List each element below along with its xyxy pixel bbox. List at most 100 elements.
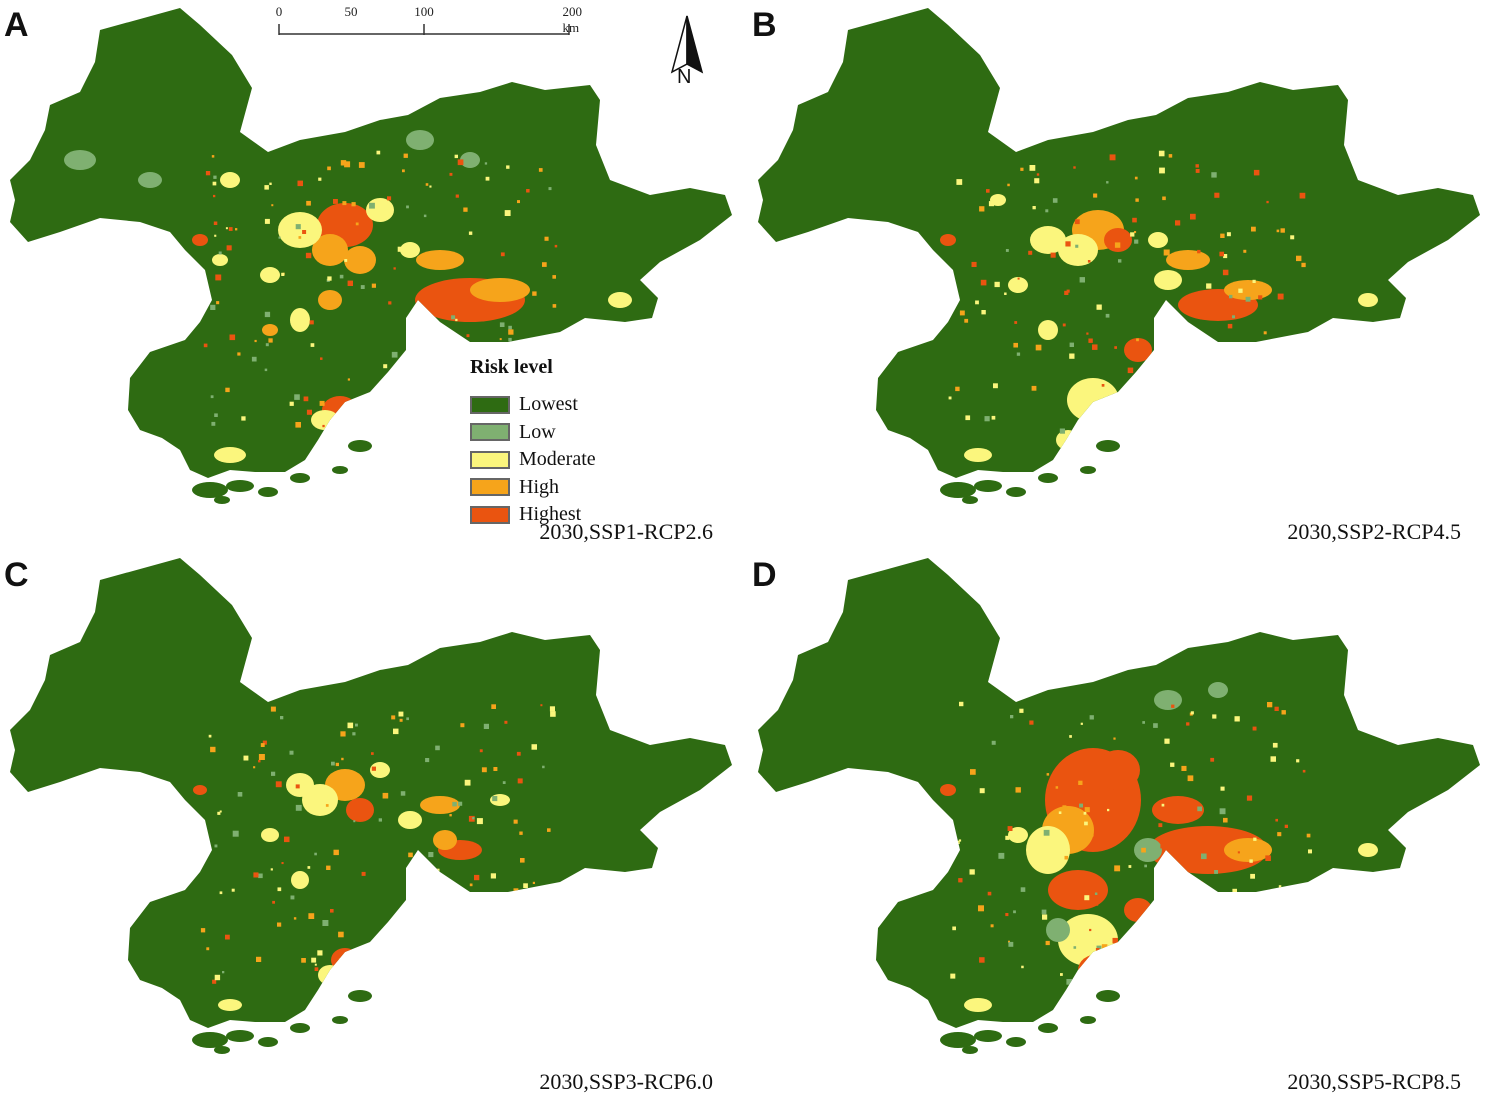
risk-speckle — [1220, 786, 1225, 791]
risk-speckle — [1222, 269, 1229, 276]
risk-speckle — [237, 352, 241, 356]
risk-speckle — [428, 342, 432, 346]
risk-speckle — [1175, 220, 1181, 226]
island — [1006, 1037, 1026, 1047]
risk-speckle — [258, 873, 263, 879]
risk-speckle — [219, 891, 223, 895]
risk-speckle — [1013, 910, 1016, 914]
risk-speckle — [369, 202, 375, 209]
risk-speckle — [1084, 895, 1090, 901]
risk-speckle — [1280, 228, 1285, 233]
risk-zone-low — [64, 150, 96, 170]
risk-speckle — [1031, 385, 1037, 391]
risk-speckle — [1019, 708, 1024, 713]
risk-speckle — [387, 391, 394, 398]
risk-speckle — [454, 154, 458, 159]
risk-speckle — [990, 924, 994, 928]
risk-zone-moderate — [218, 999, 242, 1011]
risk-speckle — [1134, 239, 1139, 244]
risk-speckle — [364, 966, 370, 972]
risk-speckle — [951, 299, 955, 303]
risk-speckle — [385, 928, 389, 931]
risk-speckle — [504, 720, 508, 724]
risk-speckle — [1045, 209, 1049, 213]
risk-speckle — [998, 852, 1005, 859]
risk-speckle — [506, 165, 510, 169]
risk-speckle — [971, 261, 977, 267]
risk-speckle — [986, 189, 990, 193]
risk-speckle — [213, 221, 218, 225]
risk-speckle — [1265, 855, 1271, 861]
risk-speckle — [1101, 384, 1105, 387]
risk-speckle — [1091, 846, 1097, 852]
risk-speckle — [1073, 166, 1076, 169]
risk-speckle — [1178, 418, 1182, 421]
risk-speckle — [454, 966, 457, 969]
risk-speckle — [521, 911, 525, 915]
risk-speckle — [289, 750, 294, 755]
risk-speckle — [1226, 232, 1231, 237]
scale-tick-label: 200 km — [562, 4, 583, 35]
risk-zone-moderate — [964, 998, 992, 1012]
risk-zone-high — [1224, 280, 1272, 300]
risk-zone-highest — [331, 948, 359, 972]
risk-speckle — [1296, 759, 1300, 763]
risk-speckle — [1094, 420, 1098, 424]
risk-speckle — [399, 928, 403, 933]
risk-speckle — [317, 950, 323, 956]
risk-speckle — [314, 852, 317, 856]
risk-speckle — [474, 874, 480, 881]
risk-zone-highest — [192, 234, 208, 246]
risk-speckle — [1266, 200, 1269, 204]
island — [226, 480, 254, 492]
risk-speckle — [265, 343, 269, 347]
risk-speckle — [214, 974, 221, 981]
risk-speckle — [403, 153, 408, 158]
risk-speckle — [260, 743, 265, 747]
island — [962, 496, 978, 504]
region-lowest-risk-area — [10, 558, 732, 1028]
risk-speckle — [1197, 881, 1203, 887]
risk-speckle — [1036, 173, 1040, 176]
legend-item-high: High — [470, 474, 640, 502]
risk-speckle — [402, 169, 405, 173]
risk-speckle — [235, 228, 238, 231]
legend-swatch — [470, 395, 510, 414]
risk-speckle — [1113, 737, 1116, 740]
risk-speckle — [1118, 949, 1123, 955]
risk-speckle — [340, 731, 346, 737]
risk-speckle — [1253, 169, 1260, 176]
island — [290, 1023, 310, 1033]
risk-speckle — [333, 199, 338, 204]
risk-speckle — [1020, 887, 1026, 892]
risk-speckle — [268, 338, 273, 343]
risk-zone-highest — [1124, 338, 1152, 362]
risk-speckle — [1153, 723, 1158, 728]
risk-speckle — [1136, 338, 1139, 342]
risk-speckle — [410, 368, 415, 372]
risk-zone-moderate — [318, 965, 342, 985]
risk-speckle — [210, 746, 216, 753]
risk-speckle — [1270, 756, 1276, 762]
risk-speckle — [1171, 704, 1175, 708]
risk-speckle — [306, 200, 311, 206]
risk-speckle — [1230, 355, 1236, 361]
risk-speckle — [237, 792, 243, 797]
risk-speckle — [307, 866, 311, 869]
risk-speckle — [1240, 376, 1243, 379]
risk-speckle — [1080, 722, 1083, 725]
risk-speckle — [517, 200, 520, 204]
risk-speckle — [200, 928, 206, 933]
risk-map-a — [10, 8, 732, 504]
risk-speckle — [352, 732, 356, 736]
map-panel-b: B 2030,SSP2-RCP4.5 — [748, 0, 1495, 549]
risk-speckle — [295, 224, 301, 230]
risk-speckle — [301, 958, 306, 963]
risk-speckle — [1219, 808, 1226, 815]
risk-speckle — [1229, 294, 1233, 299]
risk-speckle — [281, 862, 284, 865]
risk-speckle — [1008, 941, 1014, 947]
risk-speckle — [1216, 345, 1219, 348]
risk-speckle — [270, 706, 276, 712]
risk-speckle — [1237, 893, 1243, 900]
